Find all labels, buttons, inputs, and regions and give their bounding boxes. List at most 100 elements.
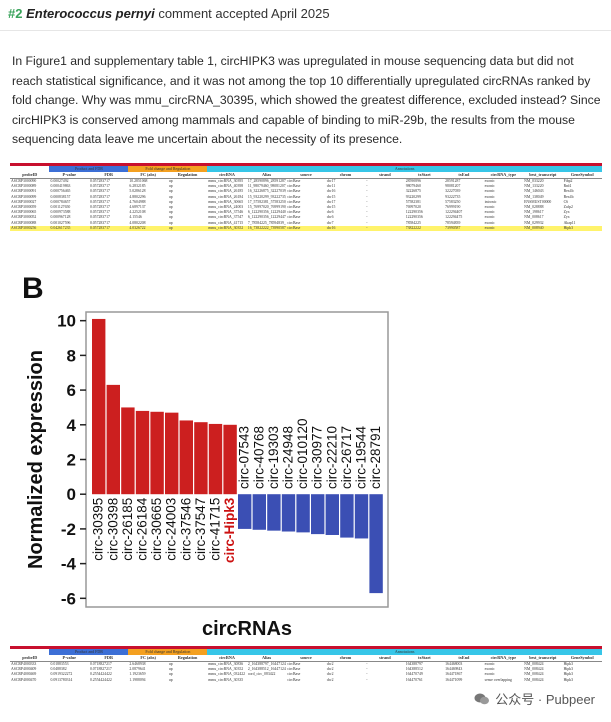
table-header-cell: chrom [339, 172, 352, 177]
table-cell: - [366, 667, 368, 672]
category-label: circ-19544 [354, 425, 369, 489]
table-header-cell: chrom [339, 655, 352, 660]
category-label: circ-22210 [324, 426, 339, 489]
table-cell: 10.2851068 [129, 179, 148, 183]
table-row: ASCRP4000470 0.0913780314 0.2554424422 1.19… [10, 678, 602, 683]
table-cell: circBase [287, 194, 301, 199]
table-cell: up [168, 179, 173, 183]
table-group-cell: Fold change and Regulation [128, 649, 208, 655]
table-row: ASCRP3000065 0.000973588 0.057283717 4.2252… [10, 210, 602, 215]
table-cell: chr2 [326, 667, 334, 672]
table-row: ASCRP3000088 0.001027596 0.057283717 4.0802… [10, 221, 602, 226]
table-row: ASCRP3000052 0.000967128 0.057283717 4.1554… [10, 215, 602, 220]
table-header-cell: Regulation [177, 172, 198, 177]
table-cell: exonic [484, 179, 495, 183]
table-cell: - [366, 204, 368, 209]
table-cell: 0.000784657 [50, 199, 71, 204]
category-label: circ-37546 [178, 498, 193, 561]
y-tick-label: -2 [61, 520, 76, 539]
bar [354, 494, 369, 539]
table-header-cell: circRNA_type [490, 172, 517, 177]
supplementary-table-1: Product and FDR Fold change and Regulatio… [10, 163, 603, 231]
panel-label: B [22, 272, 44, 305]
table-header-cell: strand [379, 172, 391, 177]
table-cell: NM_133220 [524, 184, 544, 189]
table-cell: up [168, 194, 173, 199]
category-label: circ-19303 [266, 426, 281, 489]
bar [165, 412, 179, 495]
table-header-cell: GeneSymbol [570, 172, 594, 177]
table-header-cell: P-value [62, 655, 76, 660]
table-cell: 98081207 [445, 184, 461, 189]
y-tick-label: 2 [67, 451, 76, 470]
table-cell: circBase [287, 204, 301, 209]
bar [252, 494, 266, 530]
table-cell: exonic [484, 672, 495, 677]
table-cell: circBase [287, 672, 301, 677]
table-cell: sense overlapping [484, 677, 512, 682]
table-header-cell: probeID [22, 172, 38, 177]
table-cell: mmu_circRNA_26184 [208, 194, 244, 199]
table-cell: 28591287 [445, 179, 461, 183]
table-cell: mmu_circRNA_032422 [208, 672, 246, 677]
table-row: ASCRP4000409 0.0488382 0.0718827217 2.08796… [10, 667, 602, 672]
table-cell: 15_93220299_93222735_23/ [247, 194, 286, 199]
table-cell: 0.042617235 [50, 225, 71, 230]
table-cell: ASCRP3000256 [11, 225, 37, 230]
table-cell: 93220299 [405, 194, 421, 199]
table-cell [247, 678, 286, 683]
table-row: ASCRP3000099 0.000838157 0.057283717 4.8802… [10, 195, 602, 200]
table-cell: - [366, 220, 368, 225]
table-cell: 73990587 [445, 225, 461, 230]
table-header-cell: circRNA_type [490, 655, 517, 660]
table-header-cell: source [300, 655, 312, 660]
table-cell: 0.057283717 [89, 179, 110, 183]
table-cell: 16_73822222_73990587_23/ [247, 225, 286, 230]
table-cell: - [366, 210, 368, 215]
bar [296, 494, 310, 533]
wechat-icon [474, 692, 490, 706]
table-cell: 17_28590896_28591287_23/ [247, 179, 286, 183]
table-cell: up [168, 210, 173, 215]
table-cell: chr2 [326, 677, 334, 682]
y-tick-label: -6 [61, 589, 76, 608]
table-cell: - [366, 662, 368, 666]
table-cell: 2_164388512_164471245 [247, 667, 287, 672]
bar [92, 318, 106, 495]
table-cell: mmu_circRNA_30665 [208, 199, 244, 204]
category-label: circ-26717 [339, 426, 354, 489]
table-cell: NM_198617 [524, 210, 544, 215]
bar [238, 494, 252, 529]
table-cell: up [168, 677, 173, 682]
table-cell: 0.057283717 [89, 184, 110, 189]
bar [208, 423, 223, 495]
table-group-cell [10, 649, 50, 655]
table-cell: NM_008424 [524, 672, 544, 677]
table-group-header: Product and FDR Fold change and Regulatio… [10, 649, 603, 655]
bar-chart: B -6 -4 -2 0 2 4 6 8 10 Normalized expression circ-… [22, 272, 389, 640]
table-cell: Hipk3 [563, 672, 574, 677]
table-cell: ASCRP4000409 [11, 667, 37, 672]
table-cell: 0.2554424422 [89, 672, 112, 677]
comment-number[interactable]: #2 [8, 6, 23, 21]
table-cell: up [168, 204, 173, 209]
table-cell: exonic [484, 184, 495, 189]
table-cell: Bex4b [563, 194, 574, 199]
table-cell: 32227039 [445, 189, 461, 194]
category-label: circ-30398 [105, 498, 120, 561]
comment-species: Enterococcus pernyi [26, 6, 155, 21]
table-cell: 4.0802208 [129, 220, 146, 225]
table-cell: - [366, 184, 368, 189]
table-header-row: probeID P-value FDR FC (abs) Regulation circR… [10, 655, 602, 662]
table-header-cell: FC (abs) [140, 172, 156, 177]
table-cell: 6_122290356_122294475_23/ [247, 215, 286, 220]
table-row: ASCRP3000256 0.042617235 0.057283717 4.0326… [10, 225, 602, 231]
table-cell: Zufp2 [563, 204, 573, 209]
table-cell: exonic [484, 220, 495, 225]
table-cell: 0.000838157 [50, 194, 71, 199]
table-cell: chr16 [326, 225, 336, 230]
table-cell: NM_028888 [524, 204, 544, 209]
table-cell: circBase [287, 220, 301, 225]
table-cell: chr16 [326, 189, 336, 194]
table-cell: 0.057283717 [89, 204, 110, 209]
